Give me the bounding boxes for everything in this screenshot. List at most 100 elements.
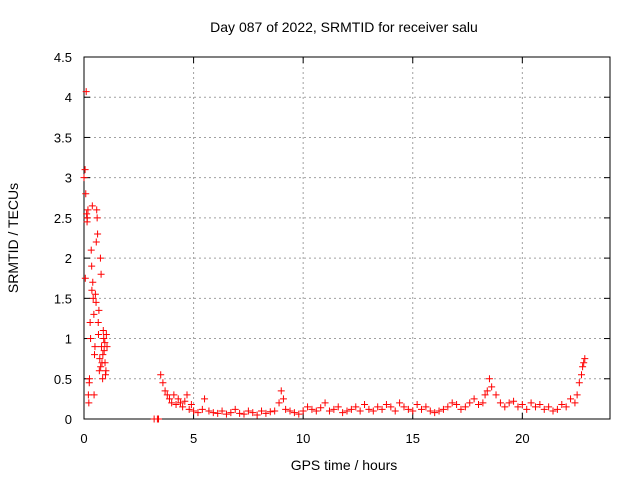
data-point: [339, 409, 347, 417]
data-point: [85, 379, 93, 387]
data-point: [100, 335, 108, 343]
y-tick-label: 4.5: [54, 50, 72, 65]
data-point: [514, 403, 522, 411]
data-point: [453, 401, 461, 409]
data-point: [435, 407, 443, 415]
data-point: [209, 409, 217, 417]
data-point: [159, 379, 167, 387]
y-tick-label: 1.5: [54, 291, 72, 306]
y-tick-label: 3: [65, 171, 72, 186]
data-point: [343, 407, 351, 415]
data-point: [361, 401, 369, 409]
data-point: [470, 395, 478, 403]
data-point: [94, 230, 102, 238]
data-point: [198, 405, 206, 413]
data-point: [488, 383, 496, 391]
data-point: [103, 343, 111, 351]
data-point: [439, 405, 447, 413]
data-point: [578, 371, 586, 379]
data-point: [483, 387, 491, 395]
data-point: [244, 407, 252, 415]
data-point: [222, 410, 230, 418]
data-point: [87, 335, 95, 343]
data-point: [84, 206, 92, 214]
data-point: [347, 405, 355, 413]
data-point: [83, 210, 91, 218]
data-point: [88, 202, 96, 210]
y-tick-label: 2: [65, 251, 72, 266]
data-point: [99, 351, 107, 359]
data-point: [580, 359, 588, 367]
data-point: [96, 355, 104, 363]
data-point: [413, 401, 421, 409]
data-point: [168, 399, 176, 407]
data-point: [356, 407, 364, 415]
data-point: [253, 411, 261, 419]
data-point: [155, 415, 163, 423]
data-point: [422, 403, 430, 411]
data-point: [540, 405, 548, 413]
data-point: [391, 407, 399, 415]
data-point: [91, 343, 99, 351]
data-point: [165, 395, 173, 403]
data-point: [549, 407, 557, 415]
data-point: [161, 387, 169, 395]
data-point: [94, 331, 102, 339]
data-point: [99, 327, 107, 335]
data-point: [475, 401, 482, 409]
data-point: [573, 391, 581, 399]
data-point: [94, 318, 102, 326]
data-point: [102, 331, 110, 339]
data-point: [90, 310, 98, 318]
data-point: [190, 407, 198, 415]
data-point: [579, 363, 587, 371]
data-point: [286, 407, 294, 415]
data-point: [85, 399, 93, 407]
data-point: [181, 397, 189, 405]
x-tick-label: 10: [296, 431, 310, 446]
y-tick-label: 1: [65, 332, 72, 347]
data-point: [99, 375, 107, 383]
data-point: [431, 409, 439, 417]
data-point: [262, 409, 270, 417]
data-point: [317, 404, 325, 412]
data-point: [96, 254, 104, 262]
data-point: [501, 403, 509, 411]
data-point: [352, 403, 360, 411]
data-point: [527, 399, 535, 407]
data-point: [418, 405, 426, 413]
data-point: [374, 403, 382, 411]
data-point: [82, 190, 90, 198]
data-point: [409, 407, 417, 415]
data-point: [170, 391, 178, 399]
data-point: [378, 405, 386, 413]
axis-ticks: 0 0.5 1 1.5 2 2.5 3 3.5 4 4.5 0 5 10 15 20: [54, 50, 610, 446]
data-point: [80, 174, 88, 182]
data-point: [83, 218, 91, 226]
data-point: [275, 399, 283, 407]
data-point: [101, 339, 109, 347]
data-point: [157, 371, 165, 379]
data-point: [562, 403, 570, 411]
data-point: [523, 405, 531, 413]
data-point: [89, 294, 97, 302]
data-point: [90, 391, 98, 399]
data-point: [249, 409, 257, 417]
data-point: [279, 395, 287, 403]
data-point: [91, 351, 99, 359]
data-point: [510, 397, 518, 405]
data-point: [236, 409, 244, 417]
data-point: [172, 401, 180, 409]
data-point: [365, 405, 373, 413]
data-point: [545, 403, 553, 411]
data-point: [304, 403, 312, 411]
data-point: [102, 367, 110, 375]
data-point: [93, 214, 101, 222]
data-point: [505, 399, 513, 407]
y-tick-label: 3.5: [54, 130, 72, 145]
data-point: [95, 367, 103, 375]
data-point: [183, 391, 191, 399]
chart-title: Day 087 of 2022, SRMTID for receiver sal…: [210, 19, 478, 35]
data-point: [426, 407, 434, 415]
data-point: [321, 399, 329, 407]
